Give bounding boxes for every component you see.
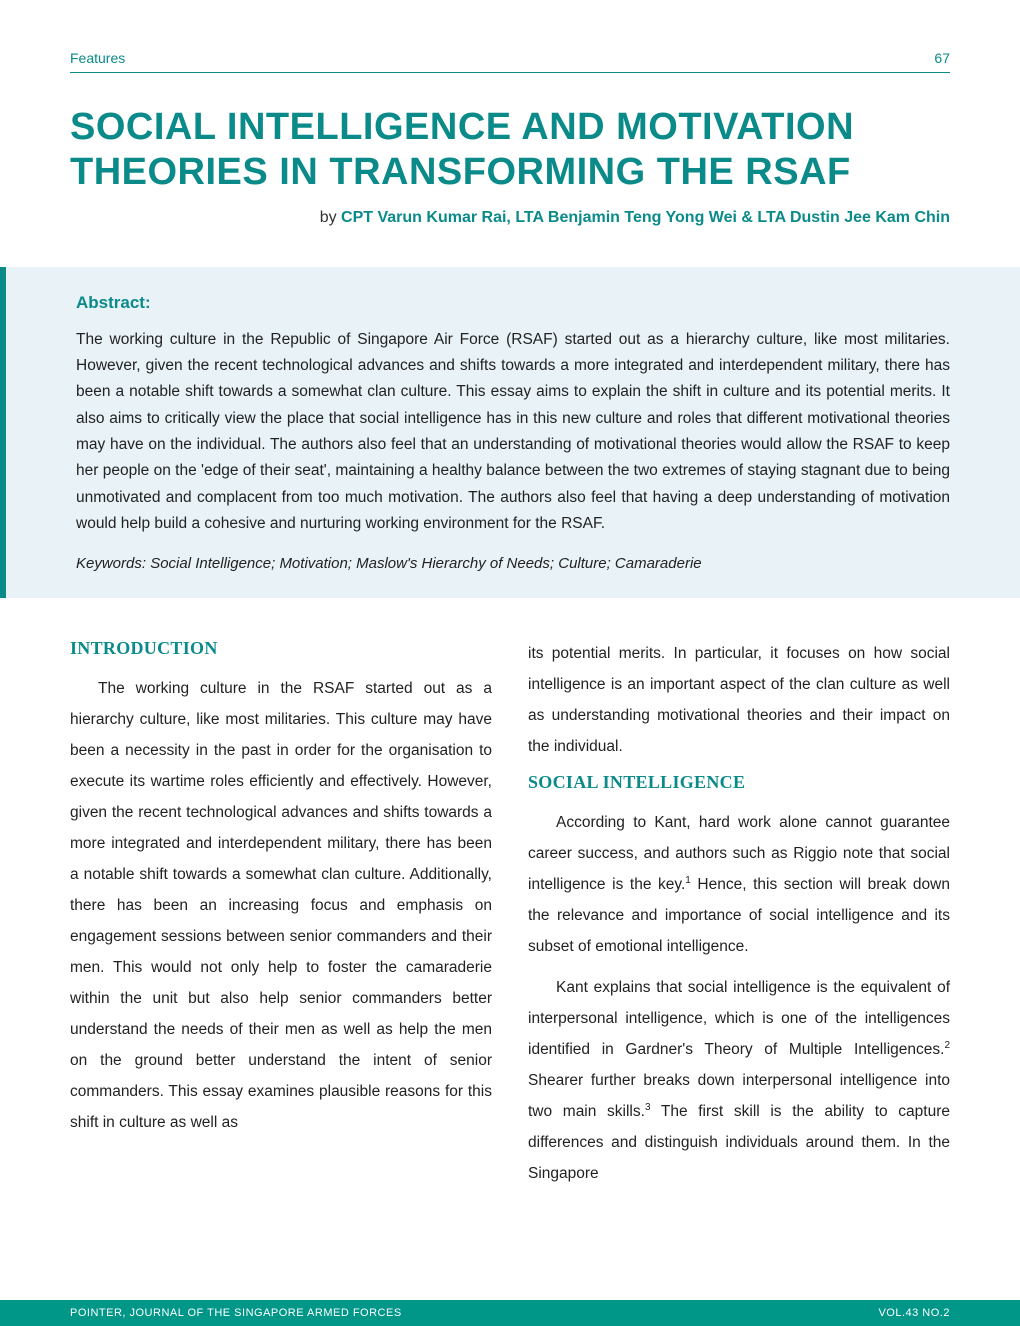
abstract-box: Abstract: The working culture in the Rep… <box>0 267 1020 599</box>
page-footer: POINTER, JOURNAL OF THE SINGAPORE ARMED … <box>0 1300 1020 1326</box>
byline-authors: CPT Varun Kumar Rai, LTA Benjamin Teng Y… <box>341 209 950 226</box>
intro-para-continued: its potential merits. In particular, it … <box>528 638 950 762</box>
header-page-number: 67 <box>934 50 950 66</box>
page-content: Features 67 SOCIAL INTELLIGENCE AND MOTI… <box>0 0 1020 1199</box>
abstract-body: The working culture in the Republic of S… <box>76 327 950 538</box>
intro-para-1: The working culture in the RSAF started … <box>70 673 492 1138</box>
social-intel-para-2: Kant explains that social intelligence i… <box>528 972 950 1189</box>
article-title: SOCIAL INTELLIGENCE AND MOTIVATION THEOR… <box>70 105 950 195</box>
byline: by CPT Varun Kumar Rai, LTA Benjamin Ten… <box>70 209 950 227</box>
si-p2-a: Kant explains that social intelligence i… <box>528 979 950 1058</box>
footnote-ref-2: 2 <box>944 1040 950 1051</box>
header-section: Features <box>70 50 125 66</box>
byline-by: by <box>320 209 341 226</box>
abstract-keywords: Keywords: Social Intelligence; Motivatio… <box>76 555 950 572</box>
abstract-heading: Abstract: <box>76 293 950 313</box>
footer-right: VOL.43 NO.2 <box>878 1307 950 1319</box>
footer-left: POINTER, JOURNAL OF THE SINGAPORE ARMED … <box>70 1307 402 1319</box>
social-intel-para-1: According to Kant, hard work alone canno… <box>528 807 950 962</box>
left-column: INTRODUCTION The working culture in the … <box>70 628 492 1199</box>
right-column: its potential merits. In particular, it … <box>528 628 950 1199</box>
page-header: Features 67 <box>70 50 950 73</box>
intro-heading: INTRODUCTION <box>70 638 492 659</box>
social-intel-heading: SOCIAL INTELLIGENCE <box>528 772 950 793</box>
body-columns: INTRODUCTION The working culture in the … <box>70 628 950 1199</box>
